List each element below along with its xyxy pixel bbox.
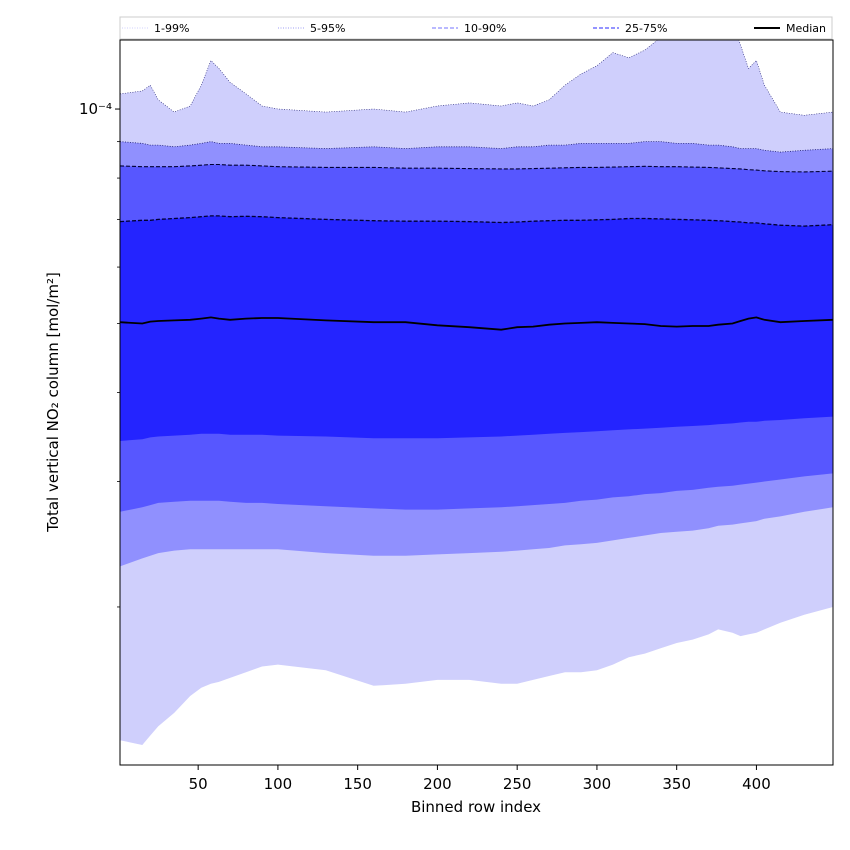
band-upper-line-5-95%	[120, 141, 833, 153]
x-tick-label: 350	[662, 775, 691, 793]
band-upper-line-10-90%	[120, 163, 833, 173]
bands-layer	[120, 40, 833, 745]
legend: 1-99% 5-95% 10-90% 25-75% Median	[119, 16, 833, 40]
legend-label-5-95%: 5-95%	[310, 22, 345, 35]
legend-box	[119, 16, 833, 40]
y-axis: 10⁻⁴	[79, 100, 120, 608]
legend-label-25-75%: 25-75%	[625, 22, 667, 35]
x-tick-label: 200	[423, 775, 452, 793]
x-tick-label: 150	[343, 775, 372, 793]
plot-frame	[119, 39, 834, 766]
x-tick-label: 100	[264, 775, 293, 793]
x-axis-label: Binned row index	[411, 798, 541, 816]
band-upper-line-25-75%	[120, 215, 833, 227]
x-tick-label: 300	[583, 775, 612, 793]
y-axis-label: Total vertical NO₂ column [mol/m²]	[44, 272, 62, 533]
band-upper-line-1-99%	[120, 40, 833, 116]
percentile-lines-layer	[120, 40, 833, 331]
x-tick-label: 400	[742, 775, 771, 793]
x-axis: 50 100 150 200 250 300 350 400	[189, 765, 771, 793]
x-tick-label: 50	[189, 775, 208, 793]
legend-label-10-90%: 10-90%	[464, 22, 506, 35]
legend-label-Median: Median	[786, 22, 826, 35]
x-tick-label: 250	[503, 775, 532, 793]
legend-label-1-99%: 1-99%	[154, 22, 189, 35]
y-tick-label: 10⁻⁴	[79, 100, 112, 118]
median-line	[120, 316, 833, 331]
